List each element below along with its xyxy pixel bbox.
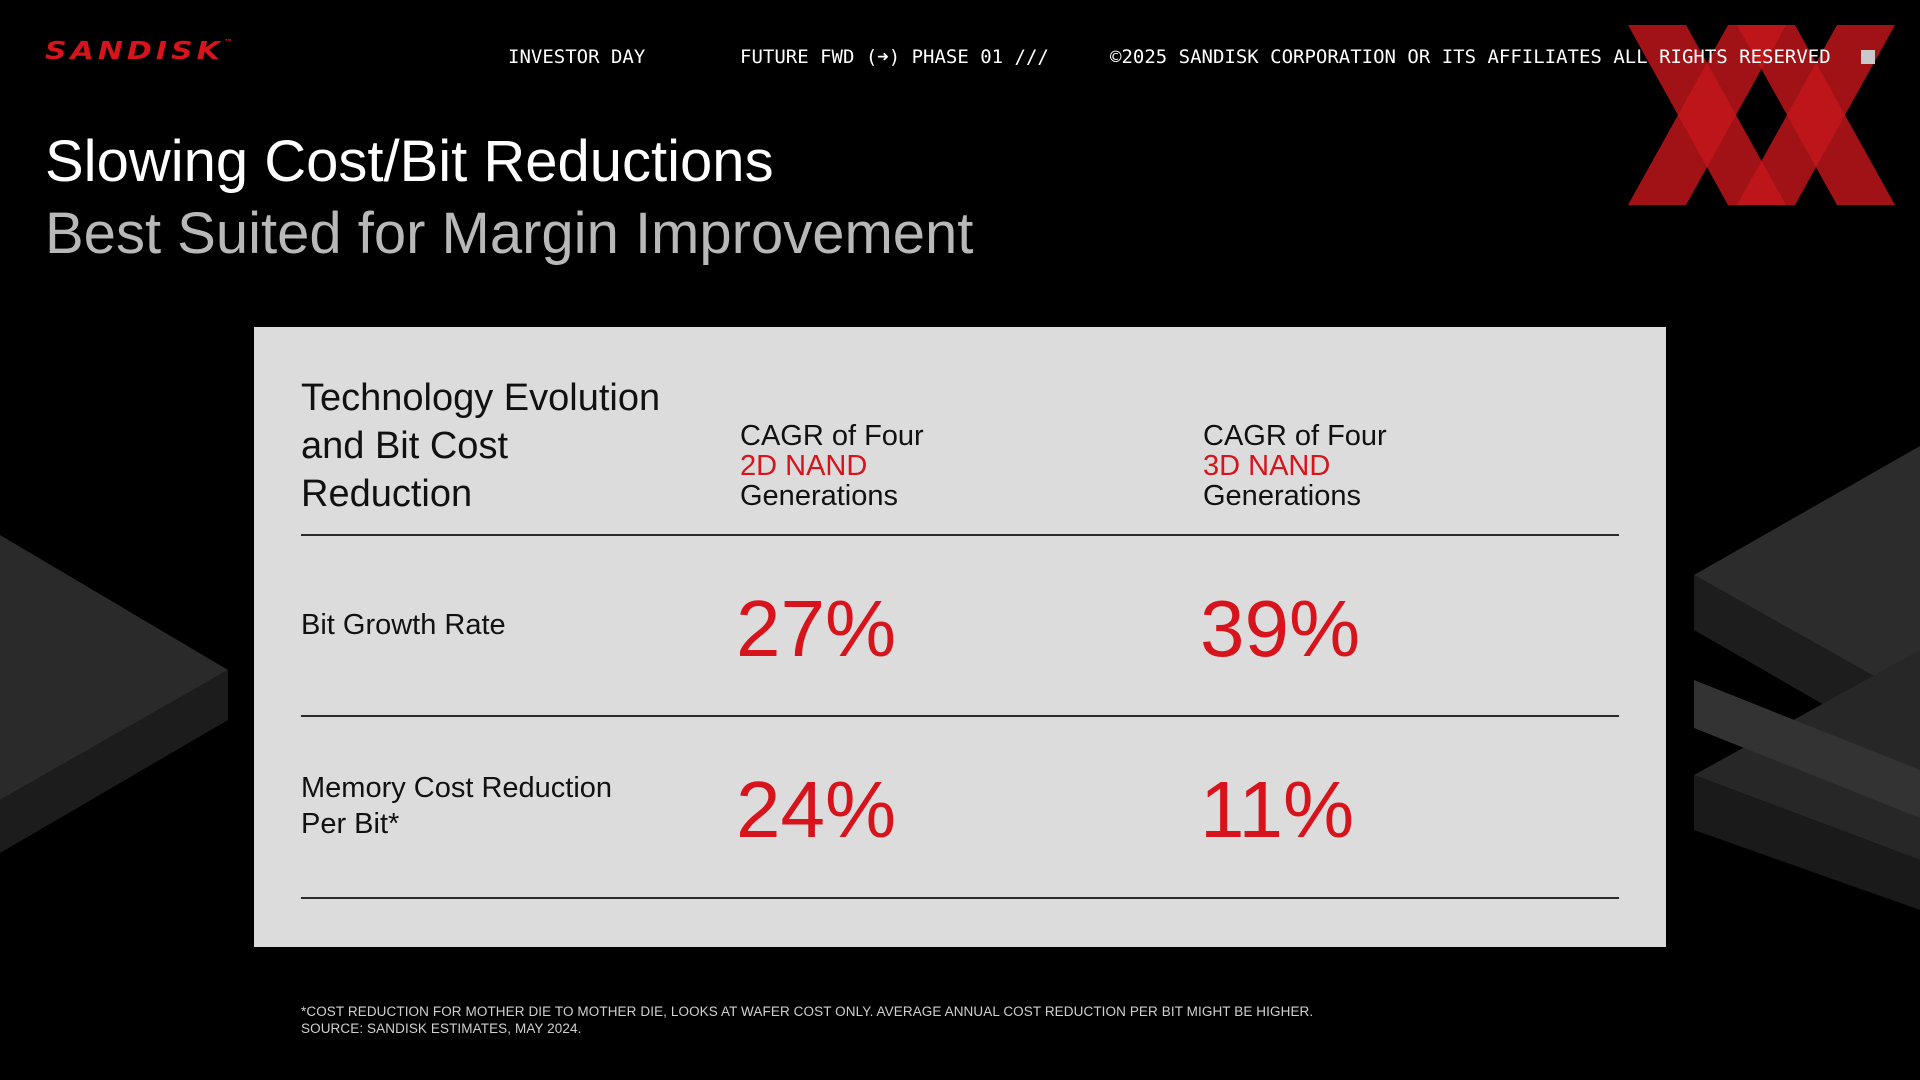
column-header-2d: CAGR of Four 2D NAND Generations bbox=[740, 421, 1120, 511]
value-2d-cost-reduction: 24% bbox=[736, 765, 897, 854]
column-header-line: Generations bbox=[740, 480, 898, 512]
table-divider bbox=[301, 897, 1619, 899]
row-label-cost-reduction: Memory Cost Reduction Per Bit* bbox=[301, 772, 613, 840]
row-label-bit-growth: Bit Growth Rate bbox=[301, 609, 506, 641]
comparison-table: Technology Evolution and Bit Cost Reduct… bbox=[254, 327, 1666, 947]
slide-title: Slowing Cost/Bit Reductions bbox=[45, 129, 774, 194]
column-header-line: CAGR of Four bbox=[740, 420, 924, 452]
value-3d-cost-reduction: 11% bbox=[1200, 765, 1355, 854]
square-marker-icon bbox=[1861, 50, 1875, 64]
right-slab-decoration-icon bbox=[1694, 446, 1920, 910]
left-slab-decoration-icon bbox=[0, 535, 228, 853]
column-header-3d: CAGR of Four 3D NAND Generations bbox=[1203, 421, 1583, 511]
footnote: *COST REDUCTION FOR MOTHER DIE TO MOTHER… bbox=[301, 1004, 1314, 1019]
column-header-highlight: 3D NAND bbox=[1203, 450, 1331, 482]
sandisk-logo: SANDISK™ bbox=[45, 37, 233, 66]
column-header-line: CAGR of Four bbox=[1203, 420, 1387, 452]
table-divider bbox=[301, 715, 1619, 717]
column-header-highlight: 2D NAND bbox=[740, 450, 868, 482]
column-header-line: Generations bbox=[1203, 480, 1361, 512]
logo-text: SANDISK bbox=[45, 37, 224, 66]
xx-emblem-icon bbox=[1628, 25, 1895, 205]
event-label: INVESTOR DAY bbox=[508, 46, 646, 68]
source-note: SOURCE: SANDISK ESTIMATES, MAY 2024. bbox=[301, 1021, 582, 1036]
table-divider bbox=[301, 534, 1619, 536]
value-3d-bit-growth: 39% bbox=[1200, 584, 1361, 673]
phase-label: FUTURE FWD (➜) PHASE 01 /// bbox=[740, 46, 1049, 68]
copyright-notice: ©2025 SANDISK CORPORATION OR ITS AFFILIA… bbox=[1110, 46, 1831, 68]
value-2d-bit-growth: 27% bbox=[736, 584, 897, 673]
trademark-mark: ™ bbox=[223, 38, 233, 47]
slide-subtitle: Best Suited for Margin Improvement bbox=[45, 201, 974, 266]
table-header-label: Technology Evolution and Bit Cost Reduct… bbox=[301, 377, 661, 515]
